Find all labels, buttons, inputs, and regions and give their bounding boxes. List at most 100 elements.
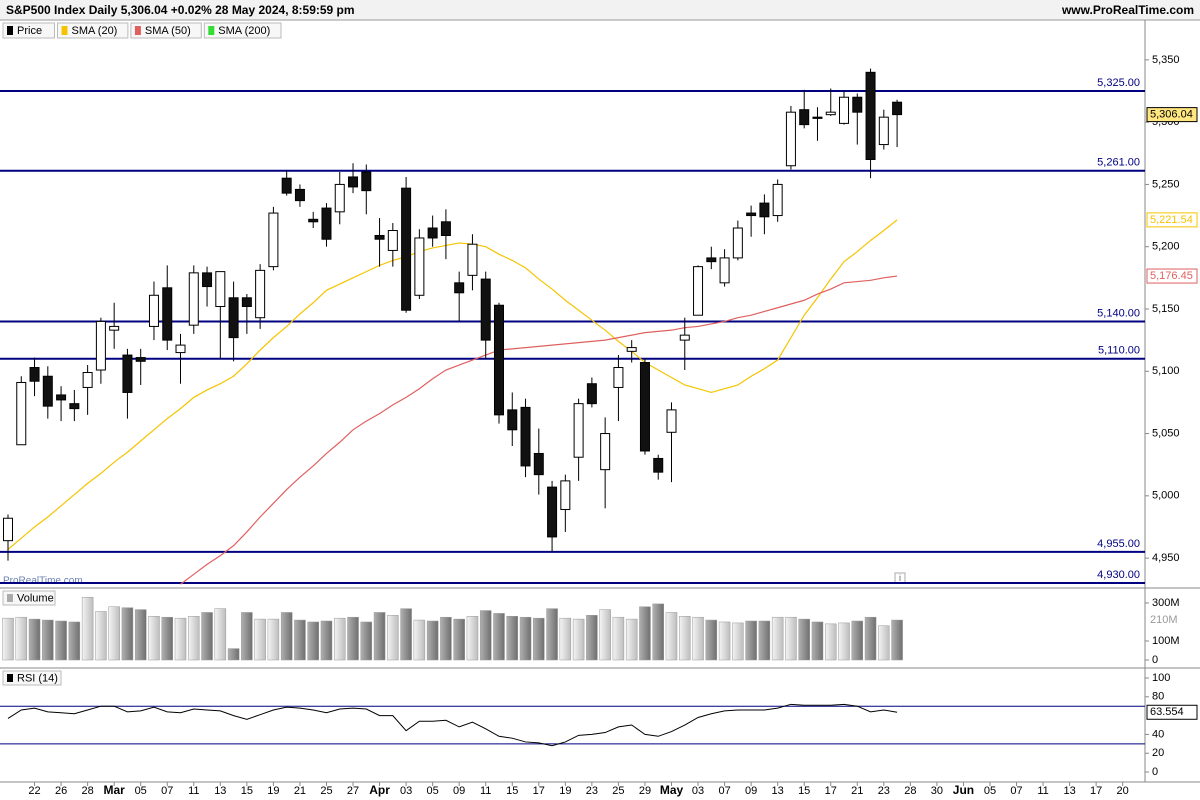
x-tick-label: 05 (427, 785, 439, 797)
legend-swatch (61, 26, 68, 35)
y-tick-label: 20 (1152, 747, 1164, 759)
candle-body (785, 111, 796, 167)
last-value-label: 5,221.54 (1150, 214, 1193, 226)
candle-body (533, 452, 544, 476)
candle-body (732, 227, 743, 259)
candle-body (480, 278, 491, 341)
x-tick-label: 30 (931, 785, 943, 797)
volume-bar (758, 620, 771, 661)
candle-body (427, 227, 438, 239)
volume-bar (307, 621, 319, 661)
candle-body (241, 297, 252, 307)
volume-bar (320, 620, 333, 661)
volume-bar (811, 621, 824, 661)
legend-item (203, 22, 282, 39)
candle-body (560, 480, 571, 511)
x-tick-label: Apr (369, 783, 390, 797)
y-tick-label: 0 (1152, 654, 1158, 666)
volume-bar (387, 615, 399, 661)
candle-body (29, 367, 40, 382)
volume-bar (612, 616, 625, 661)
level-label: 5,261.00 (1097, 157, 1140, 169)
volume-bar (347, 616, 359, 661)
y-tick-label: 100 (1152, 672, 1170, 684)
candle-body (600, 433, 611, 471)
volume-bar (280, 612, 293, 661)
x-tick-label: 15 (506, 785, 518, 797)
candle-body (16, 381, 27, 446)
volume-bar (559, 617, 572, 661)
x-tick-label: 19 (267, 785, 279, 797)
candle-body (493, 304, 504, 416)
x-tick-label: 21 (851, 785, 863, 797)
volume-bar (625, 618, 638, 661)
candle-body (361, 171, 372, 192)
volume-bar (798, 618, 810, 661)
volume-bar (121, 607, 134, 661)
volume-bar (679, 616, 691, 661)
volume-bar (652, 603, 664, 661)
chart-title: S&P500 Index Daily 5,306.04 +0.02% 28 Ma… (6, 3, 355, 17)
volume-bar (572, 618, 585, 661)
volume-bar (506, 616, 519, 661)
candle-body (268, 212, 279, 268)
candle-body (547, 486, 558, 538)
candle-body (467, 243, 478, 276)
series-line (7, 219, 898, 550)
volume-bar (42, 619, 54, 661)
x-tick-label: 03 (692, 785, 704, 797)
x-tick-label: Mar (103, 783, 125, 797)
x-tick-label: 11 (480, 785, 491, 797)
candle-body (135, 357, 146, 362)
y-tick-label: 5,050 (1152, 427, 1180, 439)
y-tick-label: 5,200 (1152, 241, 1180, 253)
volume-bar (878, 625, 890, 661)
candle-body (401, 187, 412, 311)
candle-body (639, 362, 650, 452)
candle-body (746, 212, 757, 217)
y-tick-label: 100M (1152, 635, 1180, 647)
x-tick-label: 09 (745, 785, 757, 797)
volume-bar (148, 616, 160, 661)
candle-body (414, 237, 425, 296)
candle-body (812, 116, 823, 119)
x-tick-label: 11 (188, 785, 199, 797)
candle-body (69, 403, 80, 410)
candle-body (719, 257, 730, 284)
candle-body (56, 394, 67, 401)
source: www.ProRealTime.com (1061, 3, 1194, 17)
legend-swatch (7, 26, 13, 35)
volume-bar (28, 618, 41, 661)
x-tick-label: 28 (81, 785, 93, 797)
legend-label: SMA (200) (218, 25, 270, 37)
volume-bar (413, 619, 426, 661)
info-icon-glyph: i (899, 573, 901, 583)
candle-body (520, 406, 531, 467)
volume-bar (665, 612, 678, 661)
last-value-label: 210M (1150, 614, 1178, 626)
candle-body (507, 409, 518, 431)
x-tick-label: 07 (1010, 785, 1022, 797)
legend-label: Price (17, 25, 42, 37)
volume-bar (15, 616, 28, 661)
last-value-tag (1146, 212, 1198, 228)
volume-bar (705, 619, 718, 661)
header-bar (0, 0, 1200, 20)
level-label: 4,930.00 (1097, 569, 1140, 581)
candle-body (878, 116, 889, 146)
volume-bar (479, 610, 492, 661)
volume-bar (134, 609, 147, 661)
candle-body (772, 183, 783, 217)
level-label: 5,140.00 (1097, 307, 1140, 319)
x-tick-label: 29 (639, 785, 651, 797)
candle-body (586, 383, 597, 405)
candle-body (215, 271, 226, 307)
x-tick-label: 26 (55, 785, 67, 797)
candle-body (148, 294, 159, 327)
candle-body (95, 320, 106, 371)
candle-body (613, 367, 624, 388)
volume-bar (108, 606, 120, 661)
volume-bar (2, 617, 14, 661)
volume-bar (586, 615, 598, 661)
last-value-tag (1146, 268, 1198, 284)
